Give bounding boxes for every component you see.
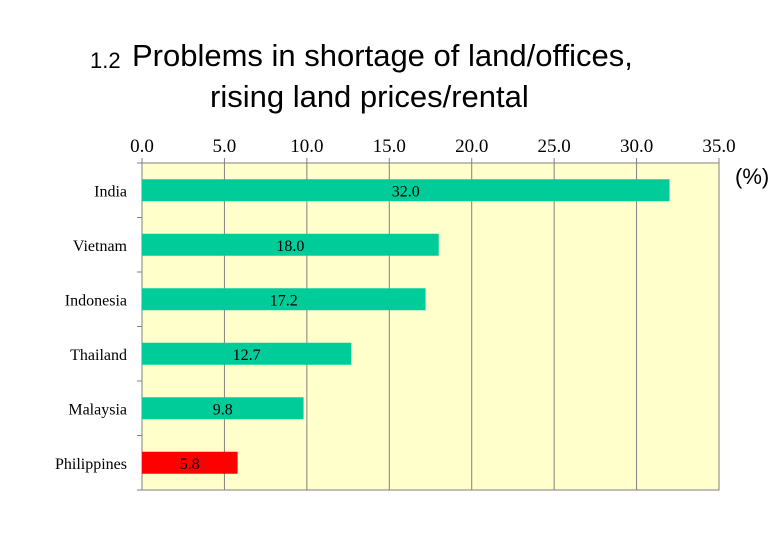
title-line-2: rising land prices/rental bbox=[210, 79, 529, 114]
value-label-indonesia: 17.2 bbox=[270, 292, 298, 309]
title-number: 1.2 bbox=[90, 48, 121, 73]
bar-vietnam bbox=[142, 233, 439, 256]
value-label-vietnam: 18.0 bbox=[276, 238, 304, 255]
x-tick-label-4: 20.0 bbox=[455, 136, 488, 157]
category-label-india: India bbox=[94, 183, 127, 200]
category-label-malaysia: Malaysia bbox=[68, 401, 127, 418]
category-label-thailand: Thailand bbox=[70, 347, 127, 364]
x-tick-label-5: 25.0 bbox=[538, 136, 571, 157]
bar-indonesia bbox=[142, 288, 426, 311]
bar-thailand bbox=[142, 342, 352, 365]
value-label-philippines: 5.8 bbox=[180, 456, 200, 473]
x-tick-label-1: 5.0 bbox=[213, 136, 237, 157]
x-tick-label-7: 35.0 bbox=[702, 136, 735, 157]
category-label-philippines: Philippines bbox=[55, 456, 127, 473]
value-label-thailand: 12.7 bbox=[233, 347, 261, 364]
bar-malaysia bbox=[142, 397, 304, 420]
plot-area bbox=[141, 162, 720, 491]
category-label-vietnam: Vietnam bbox=[73, 238, 128, 255]
title-line-1: Problems in shortage of land/offices, bbox=[132, 38, 633, 73]
bar-philippines bbox=[142, 451, 238, 474]
chart-title: 1.2 Problems in shortage of land/offices… bbox=[0, 0, 780, 120]
value-label-india: 32.0 bbox=[392, 183, 420, 200]
bar-india bbox=[142, 179, 670, 202]
unit-label: (%) bbox=[735, 164, 770, 189]
x-tick-label-6: 30.0 bbox=[620, 136, 653, 157]
x-tick-label-3: 15.0 bbox=[373, 136, 406, 157]
value-label-malaysia: 9.8 bbox=[213, 401, 233, 418]
x-tick-label-2: 10.0 bbox=[290, 136, 323, 157]
category-label-indonesia: Indonesia bbox=[65, 292, 127, 309]
x-tick-label-0: 0.0 bbox=[130, 136, 154, 157]
